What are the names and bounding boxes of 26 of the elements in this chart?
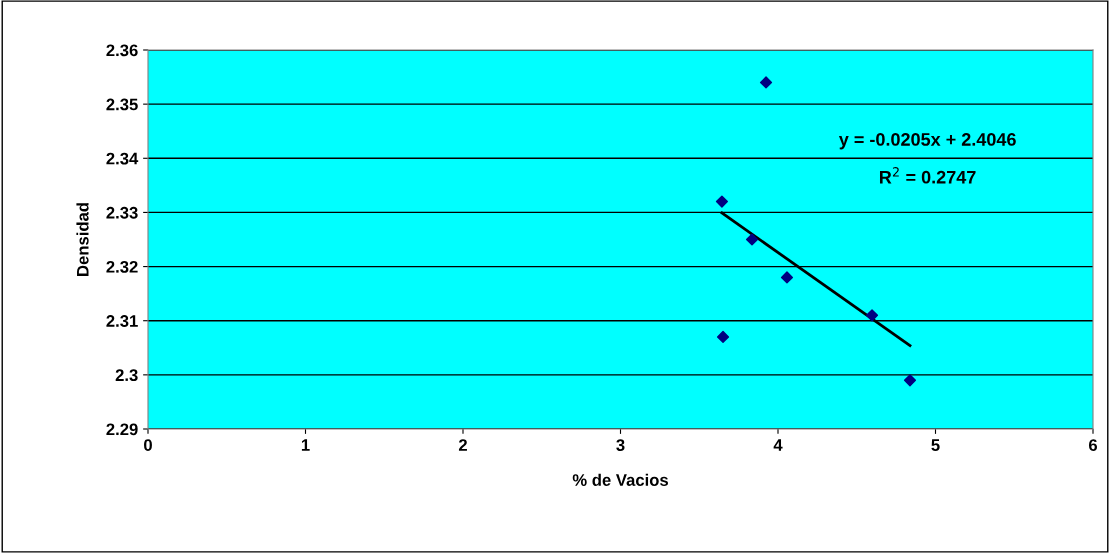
y-tick-label: 2.31 — [106, 315, 138, 327]
y-tick-label: 2.32 — [106, 260, 138, 273]
y-tick-label: 2.3 — [115, 369, 138, 382]
point — [716, 330, 730, 344]
x-tick-label: 0 — [144, 439, 152, 451]
point — [715, 195, 729, 208]
point — [759, 76, 773, 89]
x-tick-label: 3 — [616, 439, 625, 451]
annotation: R$^{2}$ = 0.2747 — [879, 167, 976, 184]
x-tick-label: 4 — [773, 439, 783, 451]
x-axis-title: % de Vacios — [572, 473, 668, 486]
y-tick-label: 2.36 — [106, 44, 138, 57]
point — [865, 309, 879, 322]
point — [745, 233, 759, 246]
x-tick-label: 1 — [301, 439, 310, 451]
y-tick-label: 2.34 — [106, 152, 139, 165]
x-tick-label: 5 — [931, 439, 940, 451]
y-axis-title: Densidad — [76, 203, 89, 276]
y-tick-label: 2.29 — [106, 423, 138, 436]
point — [903, 374, 917, 387]
y-tick-label: 2.35 — [106, 98, 138, 111]
y-tick-label: 2.33 — [106, 206, 138, 219]
x-tick-label: 2 — [458, 439, 467, 451]
point — [780, 271, 794, 284]
x-tick-label: 6 — [1088, 439, 1098, 451]
annotation: y = -0.0205x + 2.4046 — [838, 133, 1016, 150]
